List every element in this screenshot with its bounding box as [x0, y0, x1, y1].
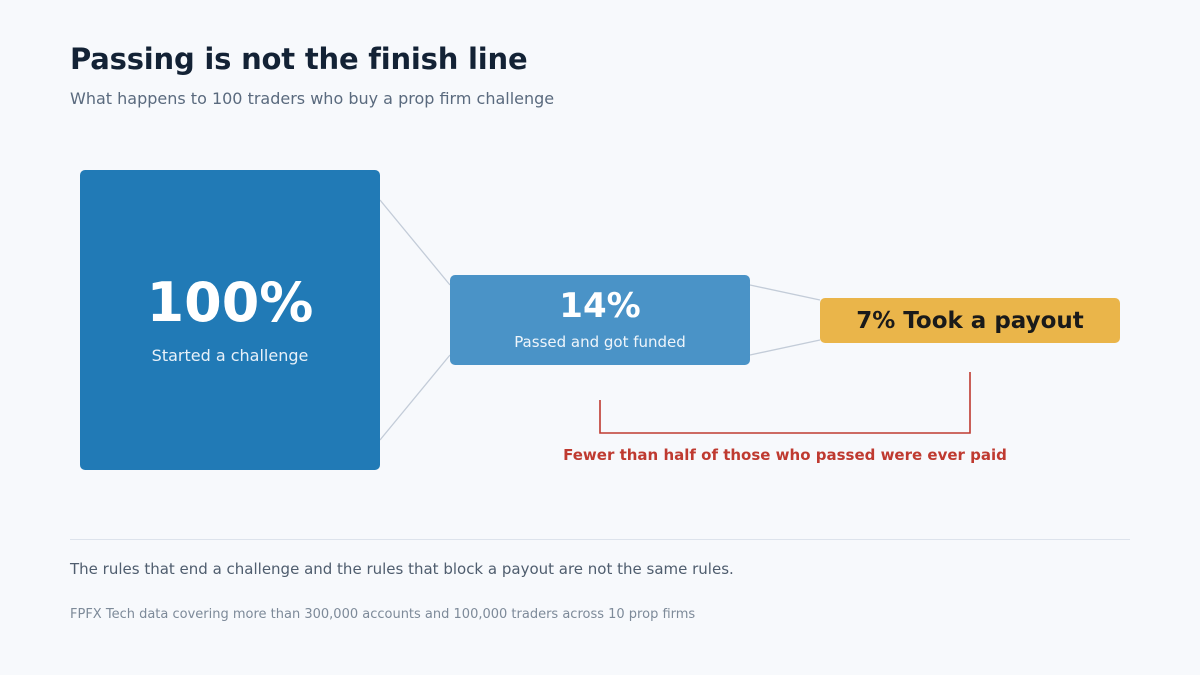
stage-started-label: Started a challenge: [151, 345, 309, 365]
stage-started: 100% Started a challenge: [80, 170, 380, 470]
stage-started-value: 100%: [146, 270, 314, 334]
divider: [70, 539, 1130, 540]
page-subtitle: What happens to 100 traders who buy a pr…: [70, 89, 555, 108]
connector-line: [379, 199, 451, 286]
page-title: Passing is not the finish line: [70, 42, 528, 76]
takeaway-text: The rules that end a challenge and the r…: [70, 560, 734, 578]
connector-line: [379, 354, 451, 441]
stage-passed-label: Passed and got funded: [514, 333, 686, 351]
stage-passed-value: 14%: [559, 286, 641, 326]
connector-line: [749, 284, 821, 301]
annotation-text: Fewer than half of those who passed were…: [563, 446, 1007, 464]
source-note: FPFX Tech data covering more than 300,00…: [70, 607, 696, 622]
stage-payout: 7% Took a payout: [820, 298, 1120, 343]
annotation-bracket: [599, 372, 971, 434]
stage-payout-label: 7% Took a payout: [856, 307, 1084, 334]
connector-line: [749, 339, 821, 356]
stage-passed: 14% Passed and got funded: [450, 275, 750, 365]
